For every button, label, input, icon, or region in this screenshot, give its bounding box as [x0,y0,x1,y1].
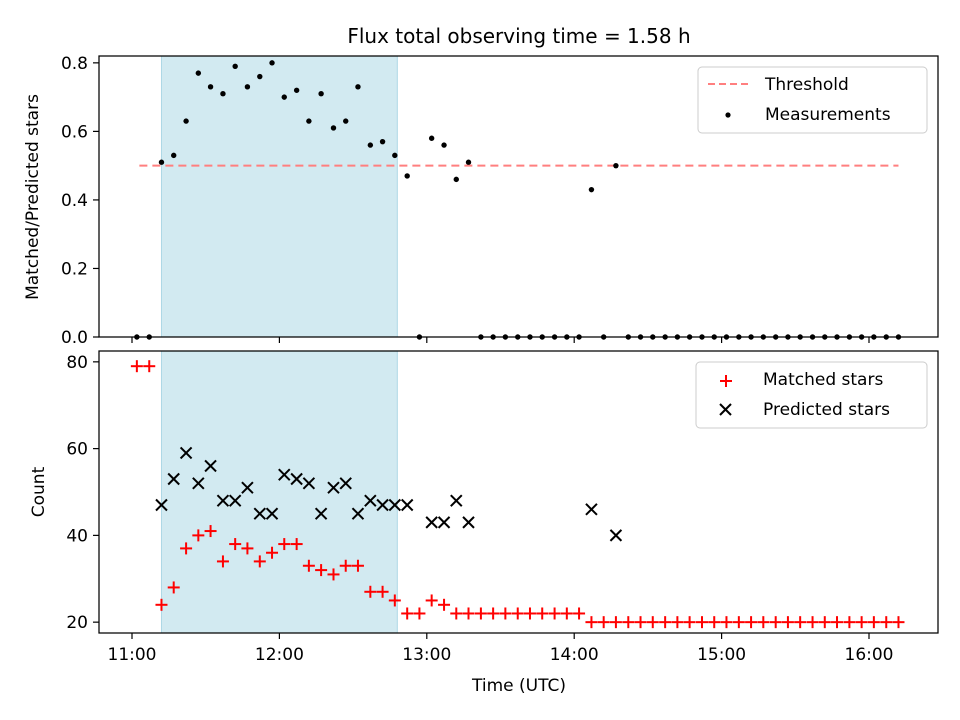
measurement-point [380,139,385,144]
measurement-point [171,153,176,158]
measurement-point [208,84,213,89]
measurement-point [220,91,225,96]
top-legend: Threshold Measurements [698,67,927,133]
top-highlight-span-group [161,56,397,337]
x-tick-label: 15:00 [697,645,746,665]
x-tick-label: 16:00 [845,645,894,665]
measurement-point [318,91,323,96]
measurement-point [589,187,594,192]
x-tick-label: 11:00 [108,645,157,665]
y-tick-label: 20 [66,613,88,633]
measurement-point [368,142,373,147]
measurement-point [355,84,360,89]
measurement-point [429,136,434,141]
y-tick-label: 0.8 [61,54,88,74]
measurement-point [196,70,201,75]
top-highlight-span [161,56,397,337]
figure: Flux total observing time = 1.58 h 0.0 0.… [0,0,960,720]
x-axis-label: Time (UTC) [471,676,566,696]
y-tick-label: 0.4 [61,191,88,211]
bottom-legend: Matched stars Predicted stars [696,362,927,428]
x-tick-label: 12:00 [255,645,304,665]
x-tick-label: 13:00 [402,645,451,665]
measurement-point [441,142,446,147]
y-tick-label: 80 [66,353,88,373]
chart-title: Flux total observing time = 1.58 h [347,24,690,48]
bottom-y-axis-label: Count [29,466,49,517]
measurements-legend-label: Measurements [765,105,891,125]
measurement-point [183,118,188,123]
matched-legend-label: Matched stars [763,370,883,390]
top-panel: 0.00.20.40.60.8 Matched/Predicted stars … [23,54,938,348]
predicted-legend-label: Predicted stars [763,400,890,420]
measurement-point [159,160,164,165]
measurement-point [343,118,348,123]
y-tick-label: 40 [66,526,88,546]
threshold-legend-label: Threshold [764,75,849,95]
measurement-point [466,160,471,165]
measurement-point [269,60,274,65]
measurement-point [331,125,336,130]
measurement-point [454,177,459,182]
bottom-highlight-span-group [161,351,397,633]
x-tick-label: 14:00 [550,645,599,665]
measurement-point [392,153,397,158]
measurement-point [613,163,618,168]
y-tick-label: 60 [66,440,88,460]
y-tick-label: 0.6 [61,122,88,142]
measurement-point [282,94,287,99]
y-tick-label: 0.0 [61,328,88,348]
bottom-highlight-span [161,351,397,633]
measurement-point [404,173,409,178]
measurement-point [257,74,262,79]
top-y-axis-label: Matched/Predicted stars [23,94,43,300]
measurement-point [245,84,250,89]
measurement-point [306,118,311,123]
measurement-point [232,64,237,69]
y-tick-label: 0.2 [61,259,88,279]
measurements-legend-swatch [725,112,730,117]
measurement-point [294,88,299,93]
